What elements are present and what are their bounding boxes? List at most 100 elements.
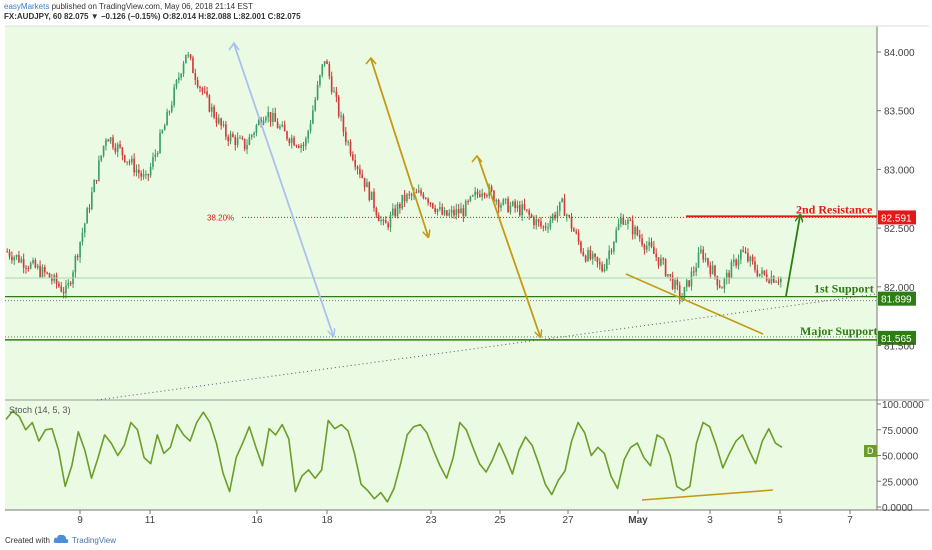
major-support-value-box (878, 330, 916, 345)
price-tick-label: 82.000 (884, 283, 915, 294)
candle-body (392, 208, 394, 216)
candle-body (657, 257, 660, 266)
candle-body (67, 282, 70, 286)
candle-body (653, 246, 655, 254)
time-tick-label: 27 (562, 515, 574, 526)
candle-body (749, 256, 752, 262)
drawings-group (96, 41, 878, 401)
candle-body (570, 216, 573, 229)
stoch-line (5, 410, 783, 503)
candle-body (627, 219, 629, 224)
candle-body (6, 251, 8, 253)
candle-body (159, 132, 161, 154)
blue-arrow-down (233, 43, 333, 335)
candle-body (149, 166, 152, 176)
candle-body (302, 145, 305, 147)
publisher-link[interactable]: easyMarkets (4, 2, 50, 11)
candle-body (248, 136, 251, 145)
candle-body (389, 215, 392, 228)
candle-body (18, 254, 20, 263)
candle-body (203, 91, 206, 93)
candle-body (697, 252, 700, 268)
candle-body (241, 137, 244, 139)
candle-body (321, 64, 324, 76)
candle-body (676, 280, 679, 286)
candle-body (467, 200, 469, 202)
price-tick-label: 83.000 (884, 165, 915, 176)
candle-body (601, 264, 603, 272)
candle-body (476, 191, 479, 195)
candle-body (422, 194, 425, 198)
time-tick-label: 9 (77, 515, 83, 526)
candle-body (356, 166, 359, 169)
candle-body (490, 186, 493, 191)
candle-body (333, 91, 335, 93)
candle-body (140, 173, 143, 177)
candle-body (86, 208, 88, 224)
candle-body (483, 193, 486, 196)
candle-body (716, 276, 719, 286)
candle-body (307, 131, 309, 139)
gold-arrow-1 (370, 58, 428, 236)
candle-body (81, 232, 84, 243)
candle-body (763, 270, 766, 275)
candle-body (667, 274, 669, 277)
candle-body (128, 161, 131, 163)
candle-body (93, 179, 96, 193)
candle-body (514, 201, 516, 209)
symbol-ohlc-line: FX:AUDJPY, 60 82.075 ▼ −0.126 (−0.15%) O… (4, 12, 301, 21)
candle-body (189, 54, 192, 58)
candle-body (542, 226, 545, 228)
candle-body (735, 259, 737, 266)
time-tick-label: 25 (494, 515, 506, 526)
candle-body (718, 285, 721, 288)
candle-body (234, 137, 237, 146)
candle-body (100, 155, 103, 161)
candle-body (462, 208, 465, 217)
candle-body (756, 269, 759, 276)
candle-body (109, 137, 112, 142)
candle-body (460, 208, 462, 214)
candle-body (229, 133, 232, 142)
candle-body (427, 198, 429, 203)
time-tick-label: 16 (251, 515, 263, 526)
candle-body (641, 238, 643, 246)
publish-info: published on TradingView.com, May 06, 20… (49, 2, 253, 11)
candle-body (410, 194, 413, 196)
candle-body (79, 242, 81, 258)
candle-body (359, 168, 361, 175)
stoch-divergence-line (641, 489, 774, 501)
candle-body (41, 267, 44, 277)
candle-body (695, 267, 697, 272)
candle-body (154, 154, 157, 158)
candle-body (380, 220, 382, 222)
candle-body (573, 228, 575, 232)
candle-body (662, 258, 665, 260)
levels-group: 38.20% 2nd Resistance 1st Support Major Sup… (5, 202, 916, 345)
candle-body (700, 249, 702, 253)
candle-body (448, 212, 451, 216)
candle-body (326, 61, 328, 64)
candle-body (335, 91, 338, 97)
candle-body (446, 210, 448, 216)
candle-body (349, 141, 352, 155)
candle-body (48, 273, 51, 279)
candle-body (643, 245, 646, 250)
candle-body (415, 192, 418, 194)
candle-body (116, 144, 119, 152)
candle-body (95, 179, 98, 181)
candle-body (617, 223, 620, 230)
candle-body (577, 233, 580, 242)
candle-body (551, 214, 554, 221)
price-tick-label: 83.500 (884, 107, 915, 118)
stoch-d-badge (864, 445, 877, 457)
candle-body (634, 227, 636, 235)
candle-body (777, 281, 780, 283)
candle-body (344, 131, 347, 143)
stoch-tick-label: 0.0000 (882, 503, 913, 514)
candle-body (182, 63, 185, 74)
candle-body (262, 120, 265, 125)
candle-body (213, 106, 215, 118)
chart-canvas[interactable]: 38.20% 2nd Resistance 1st Support Major Sup… (0, 0, 932, 528)
tradingview-link[interactable]: TradingView (72, 536, 117, 545)
